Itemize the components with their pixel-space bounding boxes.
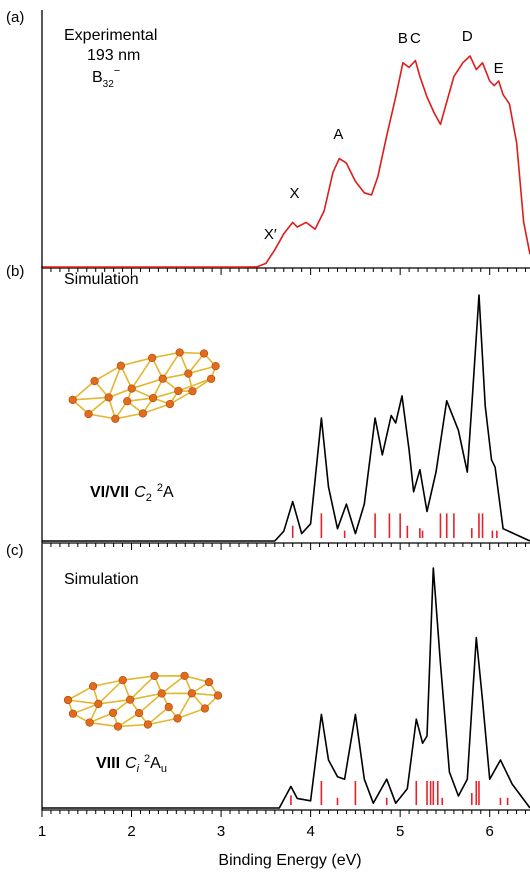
x-tick-label: 3 (217, 823, 225, 840)
state-sub-c: u (161, 763, 167, 775)
point-group-sub-b: 2 (146, 492, 152, 504)
cluster-atoms-viii (63, 671, 223, 731)
simulated-spectrum-b-line (42, 294, 530, 542)
sticks-b (291, 513, 498, 538)
state-base-b: A (163, 484, 174, 501)
peak-label: D (462, 28, 473, 45)
peak-label: X (289, 185, 299, 202)
x-tick-label: 2 (127, 823, 135, 840)
species-superscript: − (114, 65, 120, 77)
sticks-c (290, 781, 509, 805)
experimental-spectrum-line (42, 55, 530, 268)
wavelength-label: 193 nm (87, 47, 140, 64)
isomer-numeral-c: VIII (96, 755, 120, 772)
state-sup-c: 2 (144, 753, 150, 765)
peak-label: X′ (264, 226, 277, 243)
isomer-label-c: VIII Ci2Au (96, 753, 167, 775)
peak-labels: X′ X A B C D E (264, 28, 504, 243)
peak-label: C (410, 30, 421, 47)
simulated-spectrum-c-line (42, 567, 530, 809)
cluster-structure-viii (63, 671, 223, 731)
peak-label: A (333, 126, 343, 143)
point-group-c: C (125, 755, 137, 772)
peak-label: B (398, 30, 408, 47)
x-tick-label: 5 (396, 823, 404, 840)
cluster-structure-vi-vii (68, 348, 220, 423)
x-tick-label: 1 (38, 823, 46, 840)
panel-b-label: (b) (6, 263, 24, 280)
panel-c-label: (c) (6, 542, 24, 559)
panel-b-title: Simulation (64, 271, 139, 288)
point-group-b: C (134, 484, 146, 501)
x-tick-labels: 1 2 3 4 5 6 (38, 823, 494, 840)
experimental-title: Experimental (64, 27, 157, 44)
panel-b: (b) Simulation (6, 263, 530, 550)
state-sup-b: 2 (157, 482, 163, 494)
species-subscript: 32 (103, 79, 115, 90)
cluster-atoms (68, 348, 220, 423)
isomer-numeral-b: VI/VII (90, 484, 129, 501)
x-tick-label: 4 (306, 823, 314, 840)
peak-label: E (494, 60, 504, 77)
panel-a: (a) Experimental 193 nm B32− X′XAB C DE (6, 9, 530, 275)
isomer-label-b: VI/VII C22A (90, 482, 174, 504)
panel-a-label: (a) (6, 9, 24, 26)
panel-c-ticks (41, 810, 527, 817)
species-base: B (92, 69, 103, 86)
x-tick-label: 6 (486, 823, 494, 840)
x-axis-label: Binding Energy (eV) (218, 852, 361, 869)
species-label: B32 − (92, 65, 120, 90)
state-base-c: A (150, 755, 161, 772)
point-group-sub-c: i (137, 763, 140, 775)
panel-a-ticks (41, 268, 527, 275)
panel-c: (c) Simulation VI (6, 542, 530, 817)
panel-b-ticks (41, 543, 527, 550)
panel-c-title: Simulation (64, 571, 139, 588)
